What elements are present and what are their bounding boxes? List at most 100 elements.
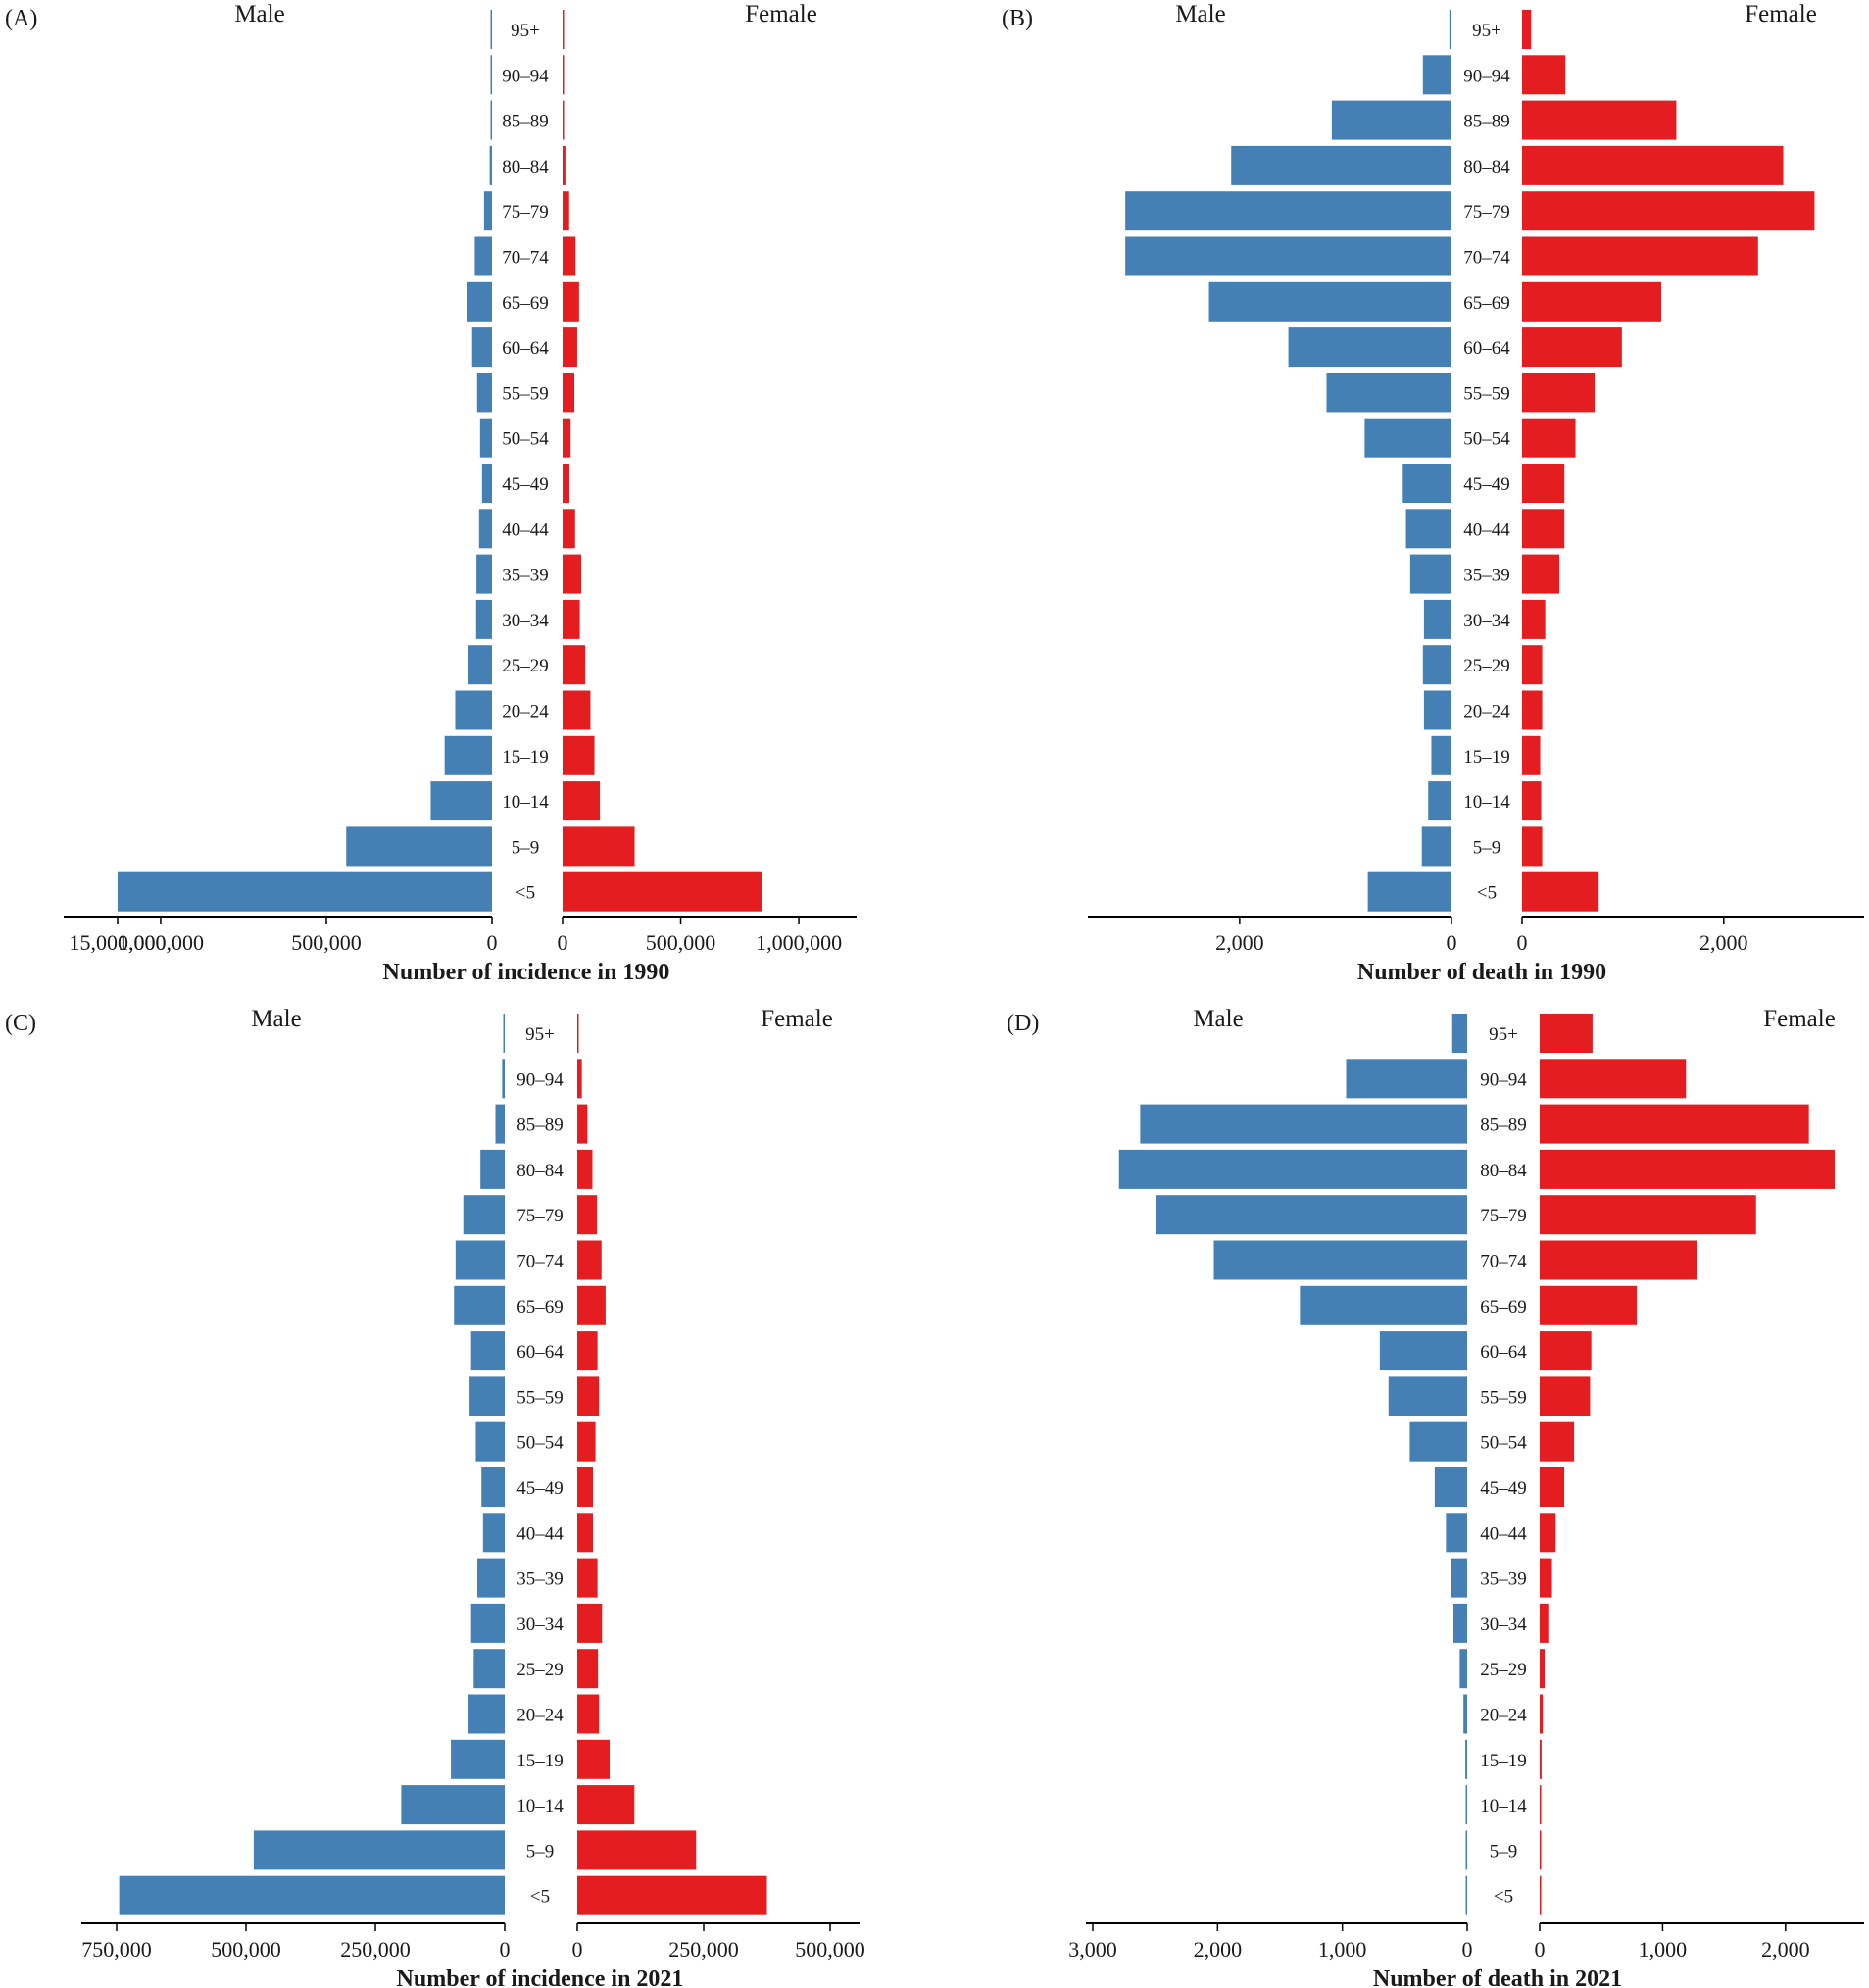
- age-label: 45–49: [516, 1478, 564, 1499]
- male-bar-55–59: [1326, 373, 1451, 413]
- male-bar-45–49: [481, 1467, 505, 1507]
- female-bar-95+: [1522, 10, 1532, 49]
- x-tick-label: 0: [500, 1937, 511, 1962]
- age-label: 40–44: [516, 1523, 564, 1544]
- age-label: 90–94: [1463, 66, 1510, 86]
- female-bar-30–34: [577, 1603, 603, 1643]
- male-bar-<5: [1465, 1875, 1467, 1915]
- age-label: 60–64: [1463, 338, 1510, 359]
- female-bar-30–34: [1540, 1603, 1549, 1643]
- age-label: 40–44: [1480, 1523, 1527, 1544]
- age-label: 95+: [1472, 21, 1501, 41]
- age-label: 50–54: [1480, 1433, 1527, 1454]
- age-label: 40–44: [1463, 520, 1510, 540]
- age-label: 85–89: [516, 1116, 564, 1136]
- age-label: 60–64: [502, 338, 549, 359]
- age-label: 15–19: [1480, 1751, 1527, 1771]
- age-label: 55–59: [1480, 1387, 1527, 1408]
- male-bar-85–89: [1331, 100, 1451, 140]
- age-label: 80–84: [502, 157, 549, 177]
- male-label: Male: [234, 1, 284, 27]
- age-label: 20–24: [502, 702, 549, 722]
- female-bar-90–94: [1540, 1059, 1687, 1099]
- male-bar-40–44: [478, 509, 492, 549]
- female-bar-85–89: [577, 1104, 588, 1144]
- age-label: 75–79: [1480, 1206, 1527, 1226]
- male-label: Male: [251, 1006, 301, 1032]
- male-bar-15–19: [451, 1739, 505, 1779]
- female-bar-55–59: [1522, 373, 1596, 413]
- age-label: 5–9: [1490, 1841, 1518, 1862]
- age-label: 5–9: [1473, 837, 1501, 858]
- female-label: Female: [761, 1006, 833, 1032]
- female-bar-75–79: [577, 1195, 598, 1235]
- male-bar-90–94: [1346, 1059, 1467, 1099]
- male-bar-70–74: [1213, 1240, 1467, 1280]
- male-bar-60–64: [471, 327, 492, 368]
- age-label: 15–19: [502, 747, 549, 768]
- female-bar-70–74: [1540, 1240, 1697, 1280]
- male-bar-25–29: [1422, 645, 1451, 685]
- female-label: Female: [745, 1, 817, 27]
- age-label: 35–39: [502, 566, 549, 586]
- male-bar-80–84: [489, 145, 492, 185]
- female-bar-30–34: [563, 599, 580, 639]
- female-bar-40–44: [577, 1513, 593, 1553]
- male-bar-40–44: [1405, 509, 1451, 549]
- x-tick-label: 0: [558, 930, 568, 955]
- male-bar-85–89: [1140, 1104, 1467, 1144]
- male-bar-85–89: [490, 100, 492, 140]
- age-label: 25–29: [516, 1660, 564, 1680]
- male-bar-10–14: [1465, 1785, 1467, 1825]
- age-label: 50–54: [1463, 429, 1510, 450]
- age-label: 20–24: [516, 1706, 564, 1726]
- male-bar-20–24: [455, 690, 492, 730]
- female-bar-15–19: [1522, 735, 1541, 775]
- female-bar-60–64: [577, 1331, 598, 1371]
- age-label: 95+: [1489, 1024, 1518, 1045]
- age-label: 35–39: [1480, 1569, 1527, 1590]
- female-bar-60–64: [563, 327, 577, 368]
- x-tick-label: 0: [487, 930, 498, 955]
- male-bar-80–84: [1118, 1149, 1467, 1189]
- female-bar-55–59: [1540, 1376, 1591, 1416]
- female-bar-40–44: [563, 509, 575, 549]
- male-bar-5–9: [253, 1830, 505, 1870]
- age-label: 5–9: [512, 837, 540, 858]
- age-label: 60–64: [1480, 1342, 1527, 1363]
- female-bar-85–89: [1522, 100, 1677, 140]
- female-bar-15–19: [1540, 1739, 1542, 1779]
- x-tick-label: 0: [1517, 930, 1528, 955]
- male-bar-10–14: [1428, 781, 1451, 821]
- age-label: 50–54: [516, 1433, 564, 1454]
- x-axis-title: Number of incidence in 2021: [397, 1966, 684, 1988]
- male-bar-60–64: [470, 1331, 505, 1371]
- x-tick-label: 0: [1447, 930, 1457, 955]
- male-bar-35–39: [476, 554, 492, 594]
- female-bar-80–84: [1540, 1149, 1835, 1189]
- male-bar-65–69: [1208, 281, 1451, 322]
- female-bar-35–39: [1522, 554, 1560, 594]
- female-bar-45–49: [577, 1467, 593, 1507]
- age-label: <5: [1494, 1887, 1513, 1908]
- male-bar-50–54: [475, 1421, 505, 1462]
- male-bar-5–9: [1421, 826, 1451, 867]
- x-tick-label: 750,000: [81, 1937, 152, 1962]
- age-label: 70–74: [1463, 248, 1510, 269]
- female-bar-70–74: [577, 1240, 602, 1280]
- male-bar-45–49: [1434, 1467, 1467, 1507]
- male-bar-10–14: [430, 781, 492, 821]
- male-bar-30–34: [1423, 599, 1451, 639]
- x-axis-title: Number of death in 1990: [1357, 960, 1606, 985]
- male-bar-90–94: [490, 55, 492, 95]
- x-tick-label: 1,000: [1318, 1937, 1367, 1962]
- x-tick-label: 500,000: [291, 930, 362, 955]
- female-bar-90–94: [1522, 55, 1566, 95]
- male-bar-75–79: [463, 1195, 505, 1235]
- female-bar-25–29: [563, 645, 586, 685]
- female-bar-50–54: [1540, 1421, 1575, 1462]
- x-tick-label: 1,000: [1639, 1937, 1688, 1962]
- female-bar-20–24: [1522, 690, 1543, 730]
- female-bar-5–9: [577, 1830, 697, 1870]
